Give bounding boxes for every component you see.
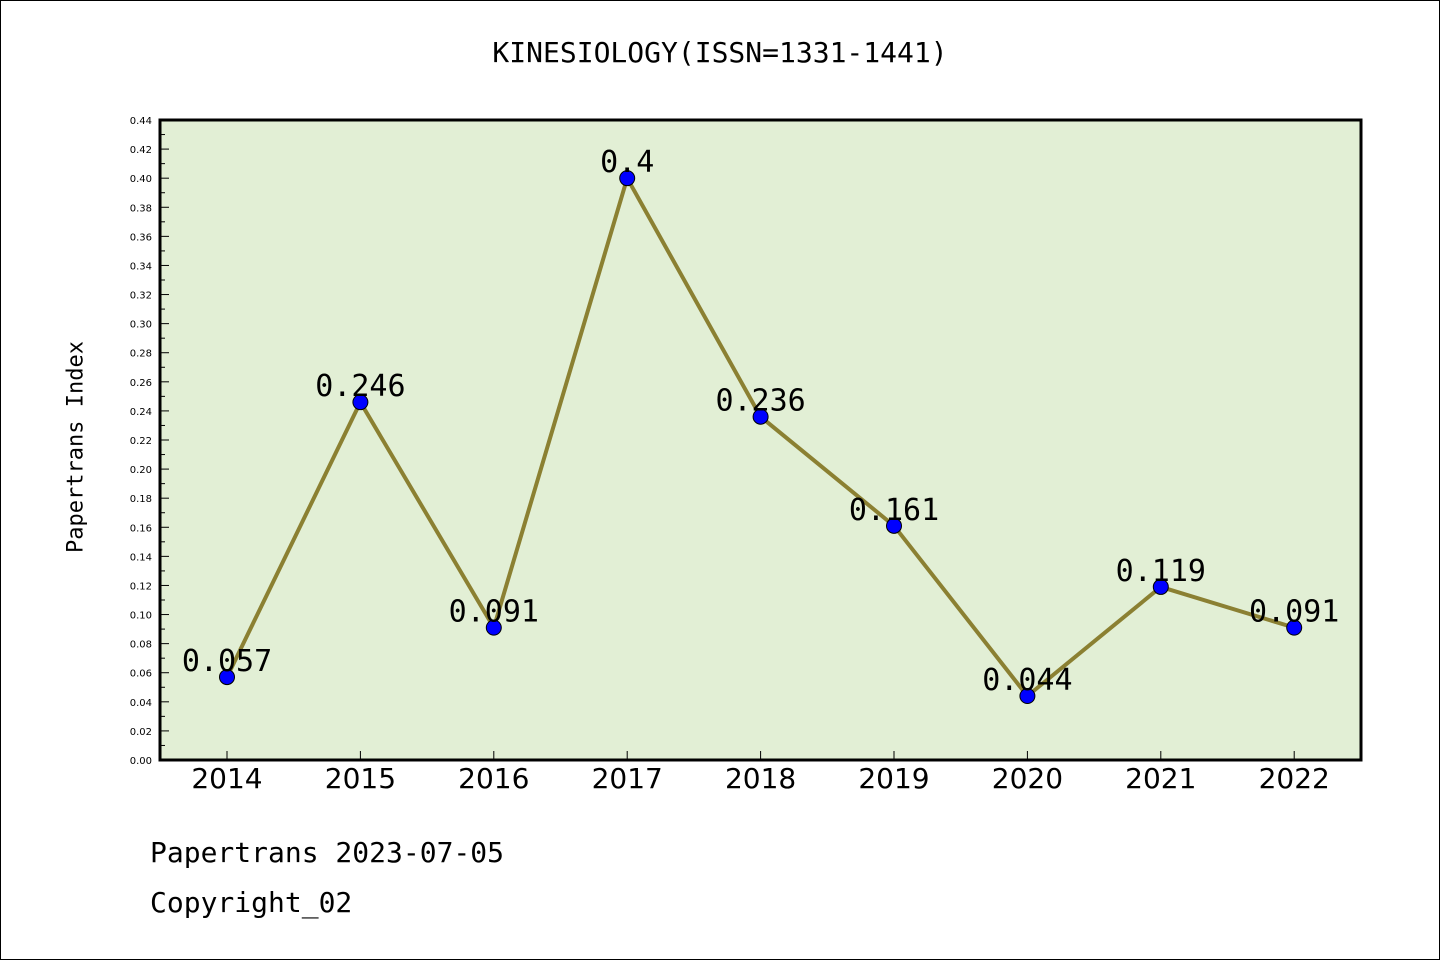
- y-axis-ticks: 0.00 0.02 0.04 0.06 0.08 0.10 0.12 0.14 0.16 0.18…: [130, 116, 169, 767]
- y-tick-label: 0.42: [130, 145, 152, 156]
- footer-copyright: Copyright_02: [150, 886, 353, 919]
- y-tick-label: 0.28: [130, 349, 152, 360]
- y-tick-label: 0.16: [130, 523, 152, 534]
- plot-area: [160, 120, 1361, 760]
- x-tick-label: 2019: [858, 762, 929, 795]
- plot-border: [158, 118, 1363, 762]
- chart-title: KINESIOLOGY(ISSN=1331-1441): [492, 36, 948, 69]
- data-point: [752, 408, 769, 425]
- y-tick-label: 0.04: [130, 698, 152, 709]
- y-tick-label: 0.32: [130, 291, 152, 302]
- data-label: 0.091: [449, 595, 539, 630]
- x-tick-label: 2016: [458, 762, 529, 795]
- data-label: 0.044: [982, 663, 1072, 698]
- y-tick-label: 0.44: [130, 116, 152, 127]
- y-tick-label: 0.20: [130, 465, 152, 476]
- x-tick-label: 2022: [1259, 762, 1330, 795]
- x-tick-label: 2020: [992, 762, 1063, 795]
- data-point: [1286, 619, 1303, 636]
- data-label: 0.246: [315, 369, 405, 404]
- y-tick-label: 0.10: [130, 611, 152, 622]
- data-label: 0.119: [1116, 554, 1206, 589]
- y-tick-label: 0.18: [130, 494, 152, 505]
- data-point: [1019, 688, 1036, 704]
- y-tick-label: 0.12: [130, 581, 152, 592]
- y-tick-label: 0.24: [130, 407, 152, 418]
- data-label: 0.091: [1249, 595, 1339, 630]
- x-tick-label: 2021: [1125, 762, 1196, 795]
- y-tick-label: 0.02: [130, 727, 152, 738]
- data-markers: [219, 170, 1303, 704]
- data-label: 0.4: [600, 145, 654, 180]
- y-tick-label: 0.22: [130, 436, 152, 447]
- y-tick-label: 0.40: [130, 174, 152, 185]
- data-point: [619, 170, 636, 187]
- y-tick-label: 0.36: [130, 232, 152, 243]
- y-tick-label: 0.14: [130, 552, 152, 563]
- y-tick-label: 0.06: [130, 669, 152, 680]
- data-point: [485, 619, 502, 636]
- footer-date: Papertrans 2023-07-05: [150, 836, 505, 869]
- y-tick-label: 0.34: [130, 261, 152, 272]
- y-tick-label: 0.26: [130, 378, 152, 389]
- data-point: [886, 517, 902, 534]
- data-labels: 0.057 0.246 0.091 0.4 0.236 0.161 0.044 0.119 0.…: [182, 145, 1340, 698]
- y-tick-label: 0.08: [130, 640, 152, 651]
- data-label: 0.161: [849, 493, 939, 528]
- x-tick-label: 2014: [191, 762, 262, 795]
- y-tick-label: 0.00: [130, 756, 152, 767]
- x-axis-ticks: 2014 2015 2016 2017 2018 2019 2020 2021 2022: [191, 751, 1330, 795]
- data-point: [1152, 578, 1169, 595]
- x-tick-label: 2018: [725, 762, 796, 795]
- data-label: 0.057: [182, 644, 272, 679]
- x-tick-label: 2015: [325, 762, 396, 795]
- y-tick-label: 0.38: [130, 203, 152, 214]
- y-tick-label: 0.30: [130, 320, 152, 331]
- data-point: [219, 669, 235, 686]
- data-point: [352, 394, 369, 411]
- data-label: 0.236: [715, 384, 805, 419]
- x-tick-label: 2017: [592, 762, 663, 795]
